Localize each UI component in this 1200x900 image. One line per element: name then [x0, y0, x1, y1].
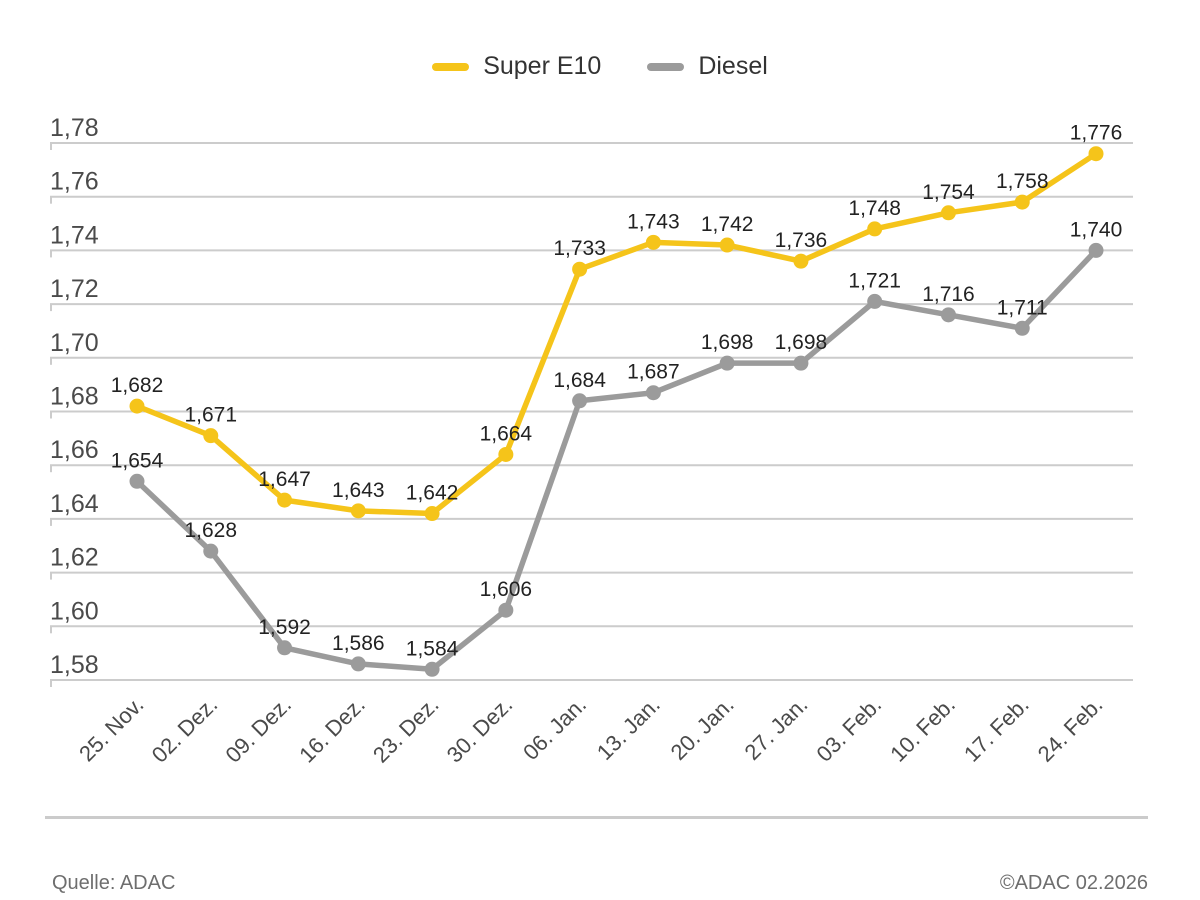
x-axis-label: 09. Dez.	[220, 692, 296, 768]
data-point	[1014, 194, 1030, 210]
x-axis-label: 30. Dez.	[442, 692, 518, 768]
data-point-label: 1,754	[922, 181, 975, 204]
data-point	[719, 355, 735, 371]
x-axis-label: 06. Jan.	[518, 692, 591, 765]
data-point	[1088, 146, 1104, 162]
data-point	[277, 640, 293, 656]
diesel-line-swatch-icon	[647, 62, 685, 71]
data-point	[129, 473, 145, 489]
data-point-label: 1,643	[332, 479, 385, 502]
data-point	[203, 543, 219, 559]
y-axis-label: 1,72	[50, 275, 99, 303]
data-point-label: 1,776	[1070, 122, 1123, 145]
data-point-label: 1,698	[775, 331, 828, 354]
data-point	[424, 506, 440, 522]
data-point-label: 1,742	[701, 213, 754, 236]
data-point	[645, 234, 661, 250]
data-point	[498, 602, 514, 618]
data-point	[498, 446, 514, 462]
data-point	[940, 307, 956, 323]
x-axis-label: 24. Feb.	[1033, 692, 1108, 767]
source-note: Quelle: ADAC	[52, 872, 176, 894]
y-axis-label: 1,78	[50, 114, 99, 142]
y-axis-label: 1,60	[50, 597, 99, 625]
super-e10-line-swatch-icon	[432, 62, 470, 71]
x-axis-label: 23. Dez.	[368, 692, 444, 768]
data-point-label: 1,584	[406, 637, 459, 660]
x-axis-label: 16. Dez.	[294, 692, 370, 768]
y-axis-label: 1,74	[50, 221, 99, 249]
x-axis-label: 17. Feb.	[959, 692, 1034, 767]
x-axis-label: 03. Feb.	[811, 692, 886, 767]
data-point-label: 1,687	[627, 361, 680, 384]
data-point-label: 1,586	[332, 632, 385, 655]
data-point-label: 1,642	[406, 482, 459, 505]
y-axis-label: 1,76	[50, 168, 99, 196]
footer-divider	[45, 816, 1148, 819]
y-axis-label: 1,64	[50, 490, 99, 518]
legend-label-super-e10: Super E10	[483, 52, 602, 80]
data-point-label: 1,664	[480, 422, 533, 445]
data-point-label: 1,743	[627, 210, 680, 233]
y-axis-label: 1,58	[50, 651, 99, 679]
y-axis-label: 1,62	[50, 544, 99, 572]
data-point	[129, 398, 145, 414]
y-axis-label: 1,66	[50, 436, 99, 464]
data-point	[867, 221, 883, 237]
series-line-super-e10	[134, 150, 1099, 517]
data-point-label: 1,684	[553, 369, 606, 392]
data-point-label: 1,654	[111, 449, 164, 472]
series-line-diesel	[134, 247, 1099, 673]
data-point	[1088, 242, 1104, 258]
data-point	[719, 237, 735, 253]
x-axis-label: 13. Jan.	[592, 692, 665, 765]
data-point	[793, 253, 809, 269]
data-point-label: 1,748	[848, 197, 901, 220]
chart-legend: Super E10 Diesel	[0, 52, 1200, 81]
data-point	[645, 385, 661, 401]
legend-item-diesel: Diesel	[647, 52, 768, 81]
y-axis-label: 1,70	[50, 329, 99, 357]
legend-item-super-e10: Super E10	[432, 52, 601, 81]
data-point-label: 1,592	[258, 616, 311, 639]
data-point-label: 1,716	[922, 283, 975, 306]
data-point	[867, 293, 883, 309]
data-point-label: 1,733	[553, 237, 606, 260]
y-axis-label: 1,68	[50, 383, 99, 411]
data-point	[350, 503, 366, 519]
data-point-label: 1,606	[480, 578, 533, 601]
copyright-note: ©ADAC 02.2026	[999, 872, 1148, 894]
data-point-label: 1,711	[997, 296, 1048, 319]
data-point	[203, 428, 219, 444]
x-axis-label: 02. Dez.	[147, 692, 223, 768]
data-point-label: 1,647	[258, 468, 311, 491]
data-point-label: 1,628	[184, 519, 237, 542]
data-point-label: 1,740	[1070, 218, 1123, 241]
data-point-label: 1,721	[848, 269, 901, 292]
data-point-label: 1,736	[775, 229, 828, 252]
data-point-label: 1,698	[701, 331, 754, 354]
data-point	[277, 492, 293, 508]
x-axis-label: 20. Jan.	[666, 692, 739, 765]
x-axis-label: 27. Jan.	[739, 692, 812, 765]
data-point	[424, 661, 440, 677]
x-axis-label: 10. Feb.	[885, 692, 960, 767]
legend-label-diesel: Diesel	[698, 52, 768, 80]
data-point-label: 1,671	[184, 404, 237, 427]
data-point-label: 1,758	[996, 170, 1049, 193]
data-point	[350, 656, 366, 672]
data-point-label: 1,682	[111, 374, 164, 397]
data-point	[572, 261, 588, 277]
data-point	[940, 205, 956, 221]
x-axis-label: 25. Nov.	[74, 692, 148, 766]
data-point	[572, 393, 588, 409]
data-point	[793, 355, 809, 371]
data-point	[1014, 320, 1030, 336]
